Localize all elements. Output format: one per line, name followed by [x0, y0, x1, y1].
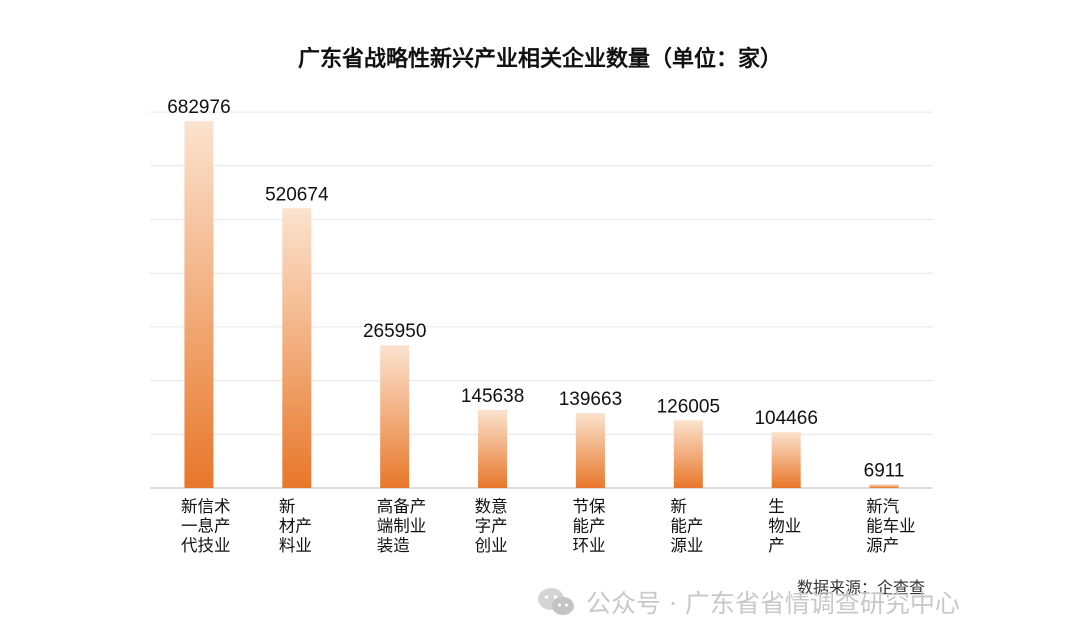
gridlines: [150, 111, 933, 489]
category-label-5-line-1: 能产: [670, 517, 703, 536]
bar-4: [575, 412, 605, 488]
category-label-3-line-2: 创业: [475, 536, 508, 555]
category-label-2-line-0: 高备产: [377, 497, 427, 516]
category-label-0-line-0: 新信术: [181, 497, 231, 516]
bar-7: [869, 484, 899, 488]
category-label-5-line-0: 新: [670, 497, 687, 516]
chart-title: 广东省战略性新兴产业相关企业数量（单位：家）: [298, 46, 782, 72]
category-label-3-line-0: 数意: [475, 497, 508, 516]
category-label-0-line-2: 代技业: [181, 536, 231, 555]
category-label-1-line-0: 新: [279, 497, 296, 516]
bar-6: [771, 431, 801, 488]
category-labels: 新信术一息产代技业新材产料业高备产端制业装造数意字产创业节保能产环业新能产源业生…: [181, 497, 916, 555]
category-label-6-line-2: 产: [768, 536, 785, 555]
value-label-5: 126005: [657, 396, 720, 417]
category-label-2-line-1: 端制业: [377, 517, 427, 536]
bar-3: [478, 409, 508, 488]
category-label-4-line-0: 节保: [572, 497, 606, 516]
value-label-1: 520674: [265, 184, 329, 205]
category-label-5-line-2: 源业: [670, 536, 703, 555]
category-label-7-line-2: 源产: [866, 536, 899, 555]
category-label-6-line-1: 物业: [768, 517, 801, 536]
value-labels: 682976 520674 265950 145638 139663 126005 1044…: [167, 97, 904, 481]
category-label-1-line-1: 材产: [279, 517, 312, 536]
value-label-7: 6911: [864, 460, 905, 481]
category-label-4-line-1: 能产: [572, 517, 605, 536]
data-source: 数据来源：企查查: [797, 578, 926, 597]
watermark: 公众号 · 广东省省情调查研究中心: [536, 584, 960, 620]
value-label-0: 682976: [167, 97, 230, 118]
bar-2: [380, 345, 410, 488]
category-label-6-line-0: 生: [768, 497, 785, 516]
category-label-3-line-1: 字产: [475, 517, 508, 536]
bar-5: [673, 420, 703, 488]
value-label-4: 139663: [559, 389, 622, 410]
category-label-0-line-1: 一息产: [181, 517, 231, 536]
category-label-7-line-1: 能车业: [866, 517, 916, 536]
category-label-7-line-0: 新汽: [866, 497, 899, 516]
value-label-6: 104466: [754, 408, 817, 429]
bars: [184, 121, 899, 489]
bar-1: [282, 208, 312, 489]
category-label-4-line-2: 环业: [572, 536, 605, 555]
value-label-3: 145638: [461, 386, 524, 407]
category-label-1-line-2: 料业: [279, 536, 312, 555]
bar-0: [184, 121, 214, 488]
wechat-icon: [538, 588, 574, 615]
category-label-2-line-2: 装造: [377, 536, 411, 555]
value-label-2: 265950: [363, 321, 426, 342]
watermark-text: 公众号 · 广东省省情调查研究中心: [586, 589, 960, 618]
